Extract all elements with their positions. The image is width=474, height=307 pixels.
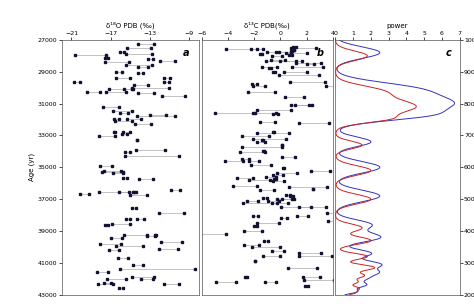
X-axis label: power: power — [387, 23, 408, 29]
X-axis label: δ¹⁸O PDB (‰⁠): δ¹⁸O PDB (‰⁠) — [106, 22, 155, 29]
Text: c: c — [445, 48, 451, 57]
Y-axis label: Age (yr): Age (yr) — [28, 153, 35, 181]
X-axis label: δ¹³C PDB(‰⁠): δ¹³C PDB(‰⁠) — [245, 22, 290, 29]
Text: b: b — [317, 48, 324, 57]
Text: a: a — [183, 48, 190, 57]
